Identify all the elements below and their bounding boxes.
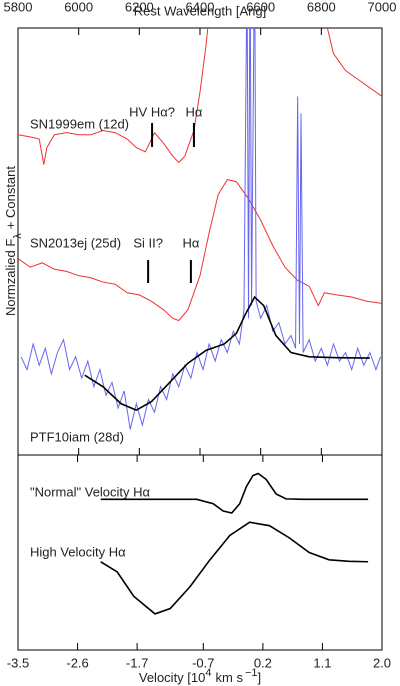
x-tick-label: 6600 — [246, 0, 275, 14]
x-tick-label: -0.7 — [192, 655, 214, 670]
x-tick-label: 6400 — [186, 0, 215, 14]
x-label-part: km s — [216, 670, 244, 685]
annotation-label: Hα — [185, 104, 202, 119]
x-tick-label: 0.2 — [254, 655, 272, 670]
x-label-part: ] — [258, 670, 262, 685]
spectrum-line — [100, 472, 369, 514]
x-tick-label: 6800 — [307, 0, 336, 14]
x-tick-label: 7000 — [368, 0, 397, 14]
x-tick-label: -2.6 — [66, 655, 88, 670]
spectrum-line — [100, 521, 369, 615]
x-tick-label: -3.5 — [7, 655, 29, 670]
spectrum-line — [18, 179, 382, 322]
x-label-part: Velocity [10 — [139, 670, 206, 685]
y-label-sub: λ — [12, 233, 24, 239]
x-tick-label: 6000 — [64, 0, 93, 14]
spectrum-line — [84, 295, 370, 412]
x-tick-label: 5800 — [4, 0, 33, 14]
top-axis-label: Rest Wavelength [Ang] — [134, 3, 266, 18]
y-label-rest: + Constant — [3, 166, 18, 230]
spectrum-line — [18, 28, 382, 165]
x-tick-label: -1.7 — [126, 655, 148, 670]
y-label-main: Normzalied F — [3, 239, 18, 316]
series-label: High Velocity Hα — [30, 544, 126, 559]
bottom-axis-label: Velocity [104 km s −1] — [139, 667, 261, 686]
series-label: "Normal" Velocity Hα — [30, 484, 151, 499]
x-tick-label: 1.1 — [313, 655, 331, 670]
series-label: SN1999em (12d) — [30, 116, 129, 131]
annotation-label: Si II? — [133, 235, 163, 250]
x-tick-label: 6200 — [125, 0, 154, 14]
x-label-sup: 4 — [205, 667, 211, 679]
x-label-sup: −1 — [245, 667, 258, 679]
annotation-label: HV Hα? — [129, 104, 175, 119]
series-label: SN2013ej (25d) — [30, 235, 121, 250]
x-tick-label: 2.0 — [373, 655, 391, 670]
annotation-label: Hα — [182, 235, 199, 250]
series-label: PTF10iam (28d) — [30, 429, 124, 444]
spectrum-line — [20, 28, 381, 430]
y-axis-label: Normzalied Fλ + Constant — [3, 166, 23, 316]
